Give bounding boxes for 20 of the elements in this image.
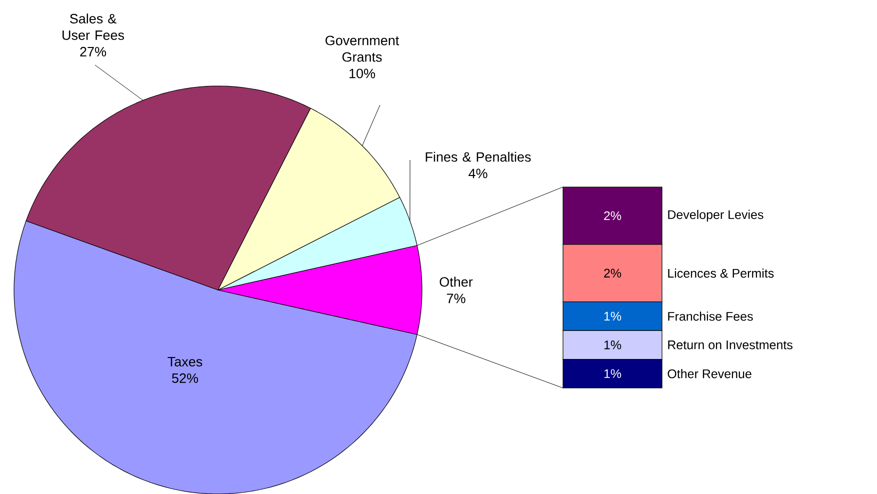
- data-label: 4%: [468, 168, 488, 178]
- slice-label: Other: [440, 276, 473, 287]
- data-label: 27%: [80, 46, 106, 56]
- slice-label: Taxes: [168, 356, 202, 366]
- series-label: Developer Levies: [668, 210, 764, 222]
- data-label: 52%: [172, 373, 198, 383]
- data-label: 1%: [604, 340, 622, 350]
- series-label: Other Revenue: [668, 368, 752, 378]
- data-label: 2%: [604, 268, 622, 278]
- data-label: 1%: [604, 312, 622, 320]
- series-label: Licences & Permits: [668, 268, 774, 278]
- data-label: 10%: [350, 68, 376, 78]
- series-label: Return on Investments: [668, 340, 792, 350]
- data-label: 2%: [604, 211, 622, 220]
- slice-label: Fines & Penalties: [426, 152, 531, 162]
- slice-label: Government Grants: [326, 36, 400, 62]
- data-label: 7%: [446, 294, 466, 304]
- slice-label: Sales & User Fees: [62, 13, 124, 40]
- data-label: 1%: [604, 369, 622, 378]
- series-label: Franchise Fees: [668, 311, 753, 321]
